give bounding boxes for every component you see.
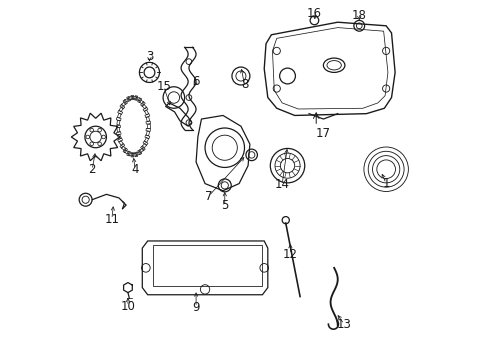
Bar — [146, 121, 150, 124]
Bar — [144, 138, 148, 143]
Text: 13: 13 — [336, 318, 351, 331]
Text: 16: 16 — [306, 7, 321, 20]
Bar — [123, 148, 127, 153]
Bar — [132, 153, 136, 156]
Bar — [116, 125, 120, 127]
Bar — [146, 117, 149, 121]
Bar — [143, 141, 148, 145]
Bar — [126, 151, 130, 156]
Bar — [131, 153, 134, 157]
Bar — [124, 150, 129, 154]
Bar — [132, 96, 136, 99]
Bar — [139, 148, 143, 153]
Bar — [116, 132, 121, 135]
Text: 10: 10 — [120, 300, 135, 313]
Text: 12: 12 — [283, 248, 297, 261]
Bar — [134, 152, 138, 157]
Text: 8: 8 — [240, 78, 248, 91]
Bar — [135, 152, 140, 156]
Text: 17: 17 — [315, 127, 329, 140]
Bar — [126, 96, 130, 102]
Bar — [138, 98, 142, 103]
Text: 9: 9 — [192, 301, 200, 314]
Text: 18: 18 — [351, 9, 366, 22]
Bar — [116, 117, 121, 121]
Bar — [121, 146, 126, 150]
Text: 15: 15 — [156, 80, 171, 93]
Bar — [141, 102, 145, 107]
Text: 7: 7 — [204, 190, 212, 203]
Bar — [147, 124, 149, 129]
Bar — [135, 97, 140, 101]
Bar — [118, 110, 122, 114]
Bar — [139, 100, 143, 104]
Bar — [143, 107, 148, 112]
Bar — [117, 134, 121, 139]
Text: 2: 2 — [88, 163, 96, 176]
Bar — [117, 113, 121, 118]
Bar — [119, 107, 123, 112]
Text: 14: 14 — [274, 178, 289, 191]
Bar — [117, 127, 120, 132]
Bar — [121, 102, 126, 107]
Bar — [146, 128, 150, 131]
Bar — [141, 146, 145, 151]
Text: 4: 4 — [131, 163, 139, 176]
Text: 3: 3 — [145, 50, 153, 63]
Bar — [123, 99, 127, 104]
Bar — [144, 110, 148, 115]
Bar — [142, 143, 146, 148]
Text: 11: 11 — [104, 213, 119, 226]
Bar — [119, 141, 123, 145]
Text: 1: 1 — [382, 177, 389, 190]
Bar — [128, 153, 133, 156]
Bar — [117, 120, 120, 125]
Bar — [131, 95, 134, 100]
Bar — [128, 96, 133, 100]
Bar — [124, 98, 129, 102]
Bar — [144, 114, 149, 118]
Bar — [118, 138, 122, 142]
Bar — [144, 135, 149, 139]
Bar — [138, 150, 142, 155]
Bar — [146, 131, 149, 136]
Bar — [142, 104, 146, 109]
Text: 5: 5 — [221, 199, 228, 212]
Text: 6: 6 — [192, 75, 200, 88]
Bar — [134, 96, 138, 100]
Bar — [120, 104, 124, 109]
Bar — [120, 143, 124, 148]
